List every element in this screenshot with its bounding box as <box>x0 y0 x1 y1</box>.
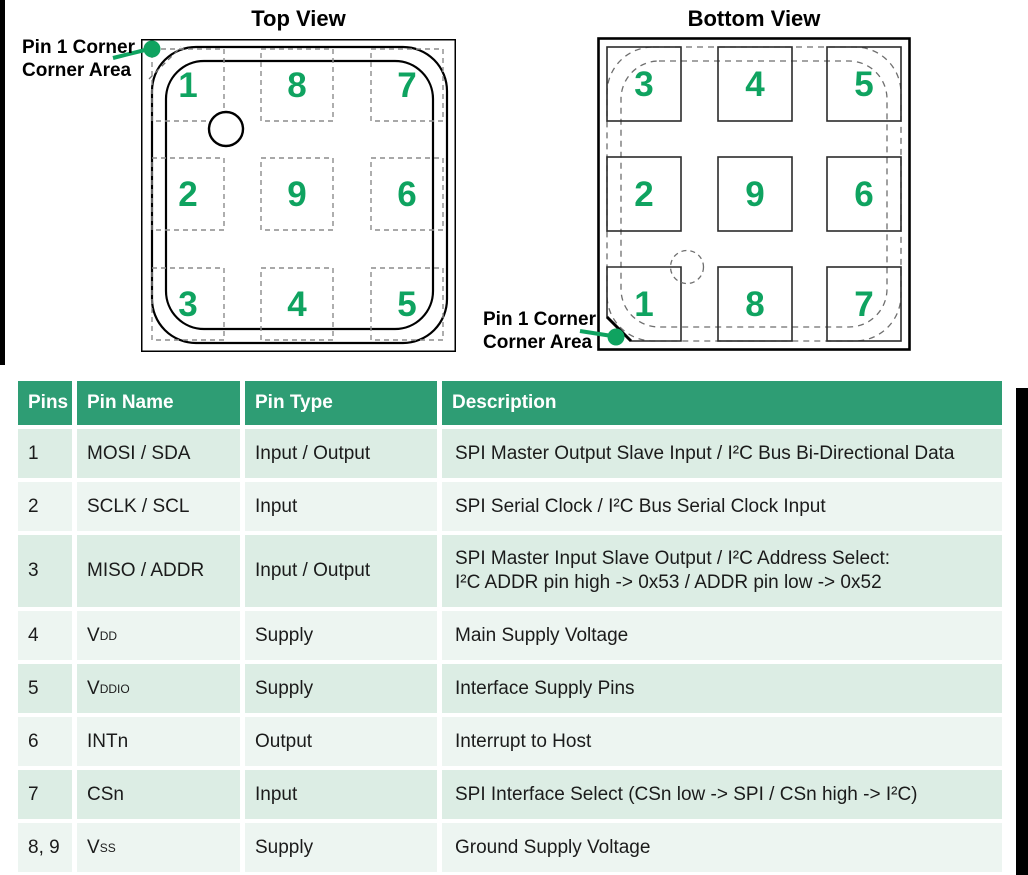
table-cell-description-row5: Interface Supply Pins <box>442 664 1002 713</box>
pin-number-9: 9 <box>745 175 764 214</box>
table-header-description: Description <box>442 381 1002 425</box>
pin-number-2: 2 <box>634 175 653 214</box>
pin-pad-4 <box>717 46 793 122</box>
pin-number-1: 1 <box>634 285 653 324</box>
table-cell-description-row4: Main Supply Voltage <box>442 611 1002 660</box>
table-cell-pins-row5: 5 <box>18 664 72 713</box>
table-cell-pins-row7: 7 <box>18 770 72 819</box>
table-cell-description-row3: SPI Master Input Slave Output / I²C Addr… <box>442 535 1002 607</box>
table-cell-description-row7: SPI Interface Select (CSn low -> SPI / C… <box>442 770 1002 819</box>
pin-number-1: 1 <box>178 66 197 105</box>
pin-pad-8 <box>717 266 793 342</box>
page-edge-bar-right <box>1016 388 1028 875</box>
table-cell-pin-name-row2: SCLK / SCL <box>77 482 240 531</box>
top-view-title: Top View <box>251 6 346 31</box>
pin-pad-6 <box>826 156 902 232</box>
table-cell-pins-row3: 3 <box>18 535 72 607</box>
pin-name-text: INTn <box>87 730 129 752</box>
table-cell-pin-name-row6: INTn <box>77 717 240 766</box>
pin1-corner-label-line1: Pin 1 Corner <box>483 309 596 330</box>
table-cell-pin-type-row5: Supply <box>245 664 437 713</box>
pin-number-4: 4 <box>745 65 765 104</box>
bottom-view-diagram: 3 4 5 2 9 6 1 8 7 <box>597 37 911 351</box>
pin-pad-9 <box>717 156 793 232</box>
table-cell-pin-type-row6: Output <box>245 717 437 766</box>
pin-name-text: V <box>87 836 100 858</box>
top-view-diagram: 1 8 7 2 9 6 3 4 5 <box>141 39 456 352</box>
pin-number-5: 5 <box>854 65 873 104</box>
bottom-view-title: Bottom View <box>687 6 821 31</box>
pin-number-3: 3 <box>178 285 197 324</box>
table-header-pin-type: Pin Type <box>245 381 437 425</box>
pin1-corner-label-top: Pin 1 Corner Corner Area <box>22 36 135 82</box>
table-cell-pin-type-row2: Input <box>245 482 437 531</box>
table-cell-pin-name-row1: MOSI / SDA <box>77 429 240 478</box>
pin1-corner-label-line2: Corner Area <box>22 60 132 81</box>
table-cell-description-row8: Ground Supply Voltage <box>442 823 1002 872</box>
pin-pad-9 <box>260 157 334 231</box>
pin-pad-2 <box>606 156 682 232</box>
pin-pad-4 <box>260 267 334 341</box>
pin1-corner-chamfer-dashed <box>148 46 182 80</box>
top-view-pad-grid: 1 8 7 2 9 6 3 4 5 <box>151 48 444 341</box>
orientation-mark-circle-dashed <box>669 249 705 285</box>
pin-name-text: MOSI / SDA <box>87 442 191 464</box>
pin-number-2: 2 <box>178 175 197 214</box>
pin-number-5: 5 <box>397 285 416 324</box>
pin-pad-1-chamfered <box>606 266 682 342</box>
page-edge-bar-left <box>0 0 5 365</box>
pin-pad-7 <box>370 48 444 122</box>
pin1-corner-label-line1: Pin 1 Corner <box>22 37 135 58</box>
bottom-view-pad-grid: 3 4 5 2 9 6 1 8 7 <box>605 46 902 343</box>
pin-pad-3 <box>606 46 682 122</box>
table-cell-pin-name-row8: V SS <box>77 823 240 872</box>
pin-pad-5 <box>370 267 444 341</box>
table-cell-pin-type-row1: Input / Output <box>245 429 437 478</box>
pin-pad-2 <box>151 157 225 231</box>
pin1-corner-label-line2: Corner Area <box>483 332 593 353</box>
pin-pad-7 <box>826 266 902 342</box>
table-header-pins: Pins <box>18 381 72 425</box>
pin-pad-8 <box>260 48 334 122</box>
pin-name-text: CSn <box>87 783 124 805</box>
orientation-mark-circle <box>207 110 245 148</box>
table-cell-description-row1: SPI Master Output Slave Input / I²C Bus … <box>442 429 1002 478</box>
pin1-corner-label-bottom: Pin 1 Corner Corner Area <box>483 308 596 354</box>
table-cell-description-row2: SPI Serial Clock / I²C Bus Serial Clock … <box>442 482 1002 531</box>
pin-name-text: SCLK / SCL <box>87 495 190 517</box>
pin-pad-3 <box>151 267 225 341</box>
pin-description-table: Pins Pin Name Pin Type Description 1 MOSI… <box>18 381 1002 872</box>
table-cell-pin-name-row7: CSn <box>77 770 240 819</box>
table-cell-pin-name-row5: V DDIO <box>77 664 240 713</box>
pin-number-6: 6 <box>854 175 873 214</box>
pin-number-7: 7 <box>397 66 416 105</box>
pin-number-3: 3 <box>634 65 653 104</box>
pin-number-8: 8 <box>287 66 306 105</box>
table-cell-pin-type-row3: Input / Output <box>245 535 437 607</box>
pin-pad-1 <box>151 48 225 122</box>
table-cell-pins-row6: 6 <box>18 717 72 766</box>
table-cell-pin-type-row4: Supply <box>245 611 437 660</box>
table-cell-pin-name-row4: V DD <box>77 611 240 660</box>
table-header-pin-name: Pin Name <box>77 381 240 425</box>
table-cell-description-row6: Interrupt to Host <box>442 717 1002 766</box>
table-cell-pin-type-row8: Supply <box>245 823 437 872</box>
pin-pad-5 <box>826 46 902 122</box>
table-cell-pin-type-row7: Input <box>245 770 437 819</box>
pin-name-text: V <box>87 677 100 699</box>
table-cell-pins-row2: 2 <box>18 482 72 531</box>
pin-number-4: 4 <box>287 285 307 324</box>
pin-name-text: V <box>87 624 100 646</box>
table-cell-pins-row4: 4 <box>18 611 72 660</box>
pin-number-8: 8 <box>745 285 764 324</box>
table-cell-pins-row8: 8, 9 <box>18 823 72 872</box>
table-cell-pins-row1: 1 <box>18 429 72 478</box>
pin-number-9: 9 <box>287 175 306 214</box>
pin-name-text: MISO / ADDR <box>87 560 205 581</box>
pin-number-6: 6 <box>397 175 416 214</box>
pin-number-7: 7 <box>854 285 873 324</box>
table-cell-pin-name-row3: MISO / ADDR <box>77 535 240 607</box>
pin-pad-6 <box>370 157 444 231</box>
